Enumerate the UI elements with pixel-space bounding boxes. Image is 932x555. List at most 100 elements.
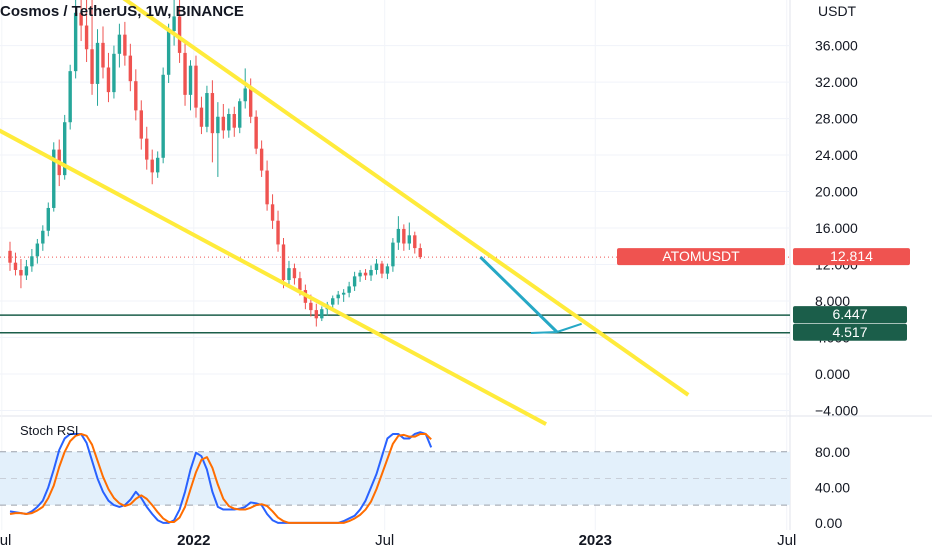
candle-body xyxy=(243,88,247,102)
candle-body xyxy=(358,272,362,277)
candle-body xyxy=(52,149,56,208)
candle-body xyxy=(259,148,264,171)
candle-body xyxy=(254,116,258,149)
candle-body xyxy=(232,114,236,128)
support-level-badge xyxy=(793,306,907,324)
stoch-rsi-title: Stoch RSI xyxy=(20,423,79,438)
time-axis[interactable]: Jul 2022 Jul 2023 Jul xyxy=(0,532,796,549)
candle-body xyxy=(352,276,357,287)
candle-body xyxy=(139,110,143,139)
candle-body xyxy=(41,230,45,244)
lower-trendline[interactable] xyxy=(0,119,548,426)
stoch-rsi-d-line xyxy=(9,433,432,524)
candle-body xyxy=(248,88,253,117)
candle-body xyxy=(238,101,242,128)
candle-body xyxy=(336,294,340,299)
candle-body xyxy=(265,170,269,205)
candle-body xyxy=(19,269,23,276)
price-axis[interactable]: −4.0000.0004.0008.00012.00016.00020.0002… xyxy=(815,38,858,531)
candle-body xyxy=(161,74,165,158)
candle-body xyxy=(320,309,324,319)
candles xyxy=(8,0,422,327)
symbol-badge xyxy=(617,248,785,266)
time-tick-label: 2022 xyxy=(177,532,210,549)
projection-arrow-tip xyxy=(556,322,582,333)
candle-body xyxy=(396,228,401,243)
candle-body xyxy=(30,256,34,267)
candle-body xyxy=(134,81,138,111)
candle-body xyxy=(418,248,422,258)
projection-arrow xyxy=(479,256,582,334)
candle-body xyxy=(385,266,390,274)
candle-body xyxy=(172,16,176,32)
candle-body xyxy=(73,12,78,72)
candle-body xyxy=(221,116,226,131)
upper-trendline[interactable] xyxy=(119,0,690,397)
candle-body xyxy=(391,242,395,267)
rsi-tick-label: 0.00 xyxy=(815,515,842,531)
candle-body xyxy=(363,272,368,276)
candle-body xyxy=(13,262,18,270)
time-tick-label: Jul xyxy=(375,532,394,549)
candle-body xyxy=(380,263,384,274)
trendlines xyxy=(0,0,690,426)
candle-body xyxy=(84,25,89,50)
candle-body xyxy=(407,235,412,244)
time-tick-label: Jul xyxy=(0,532,11,549)
candle-body xyxy=(95,42,100,84)
candle-body xyxy=(123,34,127,56)
candle-body xyxy=(309,302,313,311)
chart-title: Cosmos / TetherUS, 1W, BINANCE xyxy=(0,3,244,20)
projection-arrow-tip xyxy=(530,331,558,334)
candle-body xyxy=(117,34,122,54)
candle-body xyxy=(292,268,297,279)
candle-body xyxy=(90,49,94,84)
candle-body xyxy=(369,269,373,276)
price-tick-label: 36.000 xyxy=(815,38,858,54)
candle-body xyxy=(276,220,280,245)
candle-body xyxy=(35,243,40,257)
candle-body xyxy=(341,292,346,295)
candle-body xyxy=(68,71,72,123)
support-level-badge xyxy=(793,323,907,341)
candle-body xyxy=(402,228,406,244)
projection-arrow-shaft[interactable] xyxy=(479,256,559,334)
candle-body xyxy=(270,204,275,221)
candle-body xyxy=(128,55,133,82)
price-tick-label: 24.000 xyxy=(815,147,858,163)
candle-body xyxy=(205,93,209,127)
price-axis-unit: USDT xyxy=(818,3,857,19)
price-tick-label: 8.000 xyxy=(815,293,850,309)
grid xyxy=(0,0,932,530)
current-price-badge-text: 12.814 xyxy=(830,248,873,264)
support-levels xyxy=(0,256,790,334)
candle-body xyxy=(177,16,182,53)
price-tick-label: −4.000 xyxy=(815,402,858,418)
candle-body xyxy=(194,65,198,108)
candle-body xyxy=(314,310,319,319)
candle-body xyxy=(101,42,105,68)
stoch-rsi-lines xyxy=(9,431,433,524)
candle-body xyxy=(287,268,291,281)
price-badges: ATOMUSDT 12.814 6.447 4.517 xyxy=(617,248,910,341)
candle-body xyxy=(150,159,154,173)
rsi-tick-label: 40.00 xyxy=(815,479,850,495)
candle-body xyxy=(24,266,29,276)
price-tick-label: 16.000 xyxy=(815,220,858,236)
candle-body xyxy=(46,207,50,231)
candle-body xyxy=(413,235,417,249)
candle-body xyxy=(79,12,83,26)
candle-body xyxy=(145,138,149,160)
price-tick-label: 32.000 xyxy=(815,74,858,90)
price-tick-label: 0.000 xyxy=(815,366,850,382)
candle-body xyxy=(347,286,351,293)
candle-body xyxy=(331,298,335,305)
candle-body xyxy=(199,107,204,127)
candle-body xyxy=(216,116,220,134)
candle-body xyxy=(112,53,116,93)
candle-body xyxy=(8,250,12,263)
candle-body xyxy=(106,67,111,93)
candle-body xyxy=(183,52,187,95)
